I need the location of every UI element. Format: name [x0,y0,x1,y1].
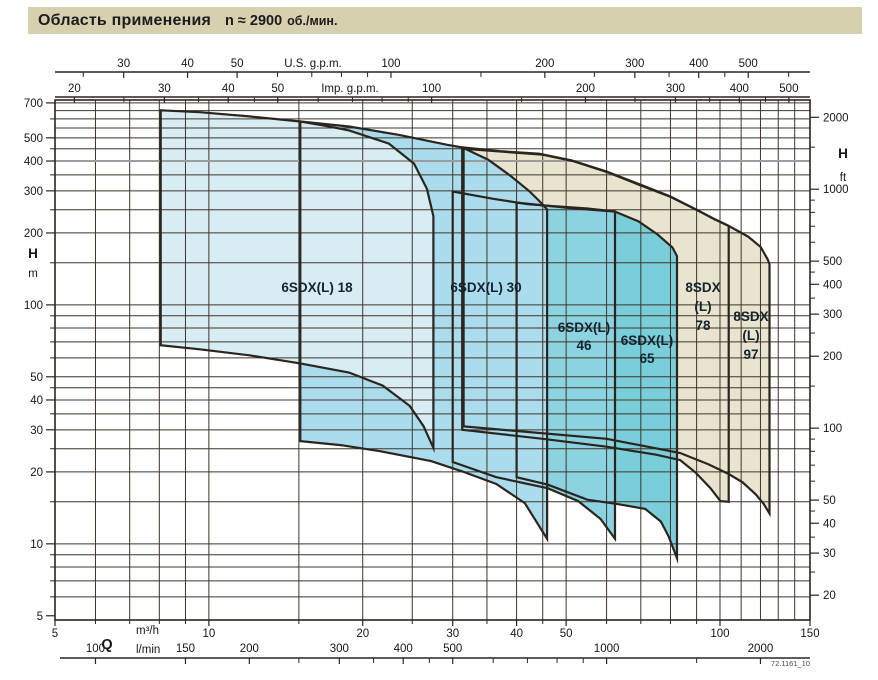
tick-label: 500 [443,643,462,655]
region-label-6sdx-30: 6SDX(L) 30 [450,280,521,295]
tick-label: 50 [30,372,43,384]
title-bar: Область применения n ≈ 2900 об./мин. [28,7,862,34]
tick-label: 400 [24,156,43,168]
region-label-6sdx-18: 6SDX(L) 18 [281,280,353,295]
tick-label: 40 [823,518,836,530]
region-label-6sdx-46: 46 [576,338,592,353]
tick-label: 20 [823,590,836,602]
axis-q-m3h-unit: m³/h [136,625,159,637]
axis-q-m3h: 5 10 20 30 40 50 100 150 Qm³/h [52,620,820,653]
tick-label: 10 [202,628,215,640]
tick-label: 5 [37,611,43,623]
tick-label: 200 [240,643,259,655]
tick-label: 20 [356,628,369,640]
region-label-8sdx-78: 8SDX [685,280,720,295]
title-speed-value: n ≈ 2900 [225,12,283,29]
region-label-6sdx-65: 65 [639,351,655,366]
tick-label: 40 [510,628,523,640]
region-label-8sdx-78: 78 [695,318,711,333]
tick-label: 150 [800,628,819,640]
axis-h-ft-unit: ft [840,172,847,184]
tick-label: 400 [689,58,708,70]
region-label-8sdx-97: 97 [743,347,758,362]
tick-label: 20 [68,83,81,95]
page-title: Область применения [38,11,212,29]
tick-label: 500 [779,83,798,95]
tick-label: 30 [158,83,171,95]
tick-label: 40 [181,58,194,70]
tick-label: 2000 [748,643,774,655]
region-label-6sdx-65: 6SDX(L) [621,333,674,348]
tick-label: 200 [823,351,842,363]
tick-label: 300 [666,83,685,95]
axis-q-title: Q [101,637,112,653]
tick-label: 300 [625,58,644,70]
title-speed-unit: об./мин. [287,13,338,28]
tick-label: 200 [576,83,595,95]
region-fill-6sdx-18 [160,110,434,448]
region-outline-6sdx-18 [159,109,435,453]
tick-label: 50 [271,83,284,95]
tick-label: 300 [823,309,842,321]
region-label-8sdx-97: 8SDX [733,309,768,324]
tick-label: 40 [30,395,43,407]
tick-label: 30 [823,548,836,560]
axis-h-m-title: H [28,246,38,261]
tick-label: 100 [710,628,729,640]
tick-label: 50 [560,628,573,640]
axis-h-ft: 2000 1000 500 400 300 200 100 50 40 30 20 Hft [810,112,849,602]
tick-label: 10 [30,539,43,551]
plot-border [54,99,811,621]
axis-q-lmin: 100 150 200 300 400 500 1000 2000 l/min [60,643,810,664]
tick-label: 100 [24,300,43,312]
tick-label: 400 [730,83,749,95]
tick-label: 50 [823,495,836,507]
tick-label: 300 [330,643,349,655]
tick-label: 500 [739,58,758,70]
tick-label: 5 [52,628,58,640]
axis-h-ft-title: H [838,146,848,161]
tick-label: 100 [422,83,441,95]
axis-h-m-unit: m [28,268,38,280]
tick-label: 20 [30,467,43,479]
tick-label: 200 [535,58,554,70]
tick-label: 1000 [823,184,849,196]
region-label-8sdx-78: (L) [694,299,711,314]
axis-q-lmin-unit: l/min [136,644,160,656]
tick-label: 400 [823,279,842,291]
axis-us-gpm-title: U.S. g.p.m. [284,58,342,70]
region-fills [160,110,770,559]
tick-label: 40 [222,83,235,95]
tick-label: 2000 [823,112,849,124]
tick-label: 200 [24,228,43,240]
tick-label: 500 [24,133,43,145]
region-label-8sdx-97: (L) [742,328,759,343]
tick-label: 100 [823,423,842,435]
tick-label: 30 [446,628,459,640]
region-outline-6sdx-30 [299,120,549,543]
axis-us-gpm: 30 40 50 100 200 300 400 500 U.S. g.p.m. [55,58,810,78]
document-reference-number: 72.1161_10 [770,659,810,668]
tick-label: 150 [176,643,195,655]
region-outline-6sdx-46 [451,190,617,543]
tick-label: 30 [117,58,130,70]
tick-label: 100 [381,58,400,70]
tick-label: 300 [24,186,43,198]
region-labels: 8SDX (L) 97 8SDX (L) 78 6SDX(L) 65 6SDX(L) 46 6SDX… [281,280,768,366]
axis-imp-gpm-title: Imp. g.p.m. [321,83,379,95]
region-label-6sdx-46: 6SDX(L) [558,320,611,335]
axis-imp-gpm: 20 30 40 50 100 200 300 400 500 Imp. g.p.m. [55,83,810,103]
tick-label: 1000 [594,643,620,655]
region-outlines [159,109,771,565]
tick-label: 50 [231,58,244,70]
axis-h-m: 700 500 400 300 200 100 50 40 30 20 10 5 Hm [24,98,55,623]
tick-label: 30 [30,425,43,437]
tick-label: 500 [823,256,842,268]
tick-label: 100 [86,643,105,655]
tick-label: 700 [24,98,43,110]
tick-label: 400 [394,643,413,655]
